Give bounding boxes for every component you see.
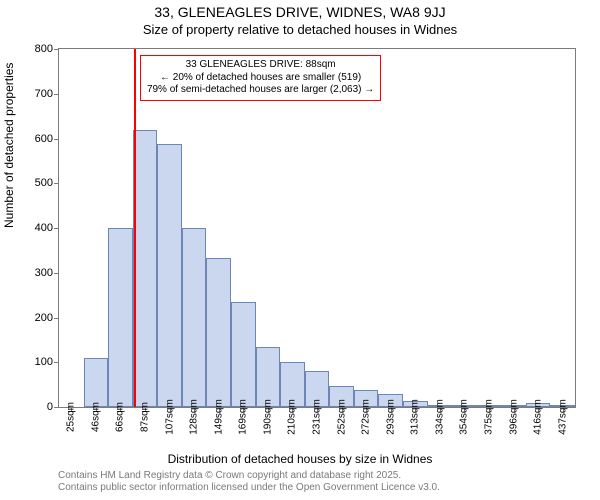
histogram-bar [256, 347, 281, 407]
xtick-label: 396sqm [508, 399, 519, 435]
ytick [54, 362, 59, 363]
chart-title: 33, GLENEAGLES DRIVE, WIDNES, WA8 9JJ Si… [0, 0, 600, 38]
xtick-label: 190sqm [262, 399, 273, 435]
xtick-label: 334sqm [434, 399, 445, 435]
ytick [54, 273, 59, 274]
histogram-bar [157, 144, 182, 407]
xtick-label: 107sqm [164, 399, 175, 435]
histogram-bar [133, 130, 158, 407]
xtick-label: 272sqm [361, 399, 372, 435]
xtick-label: 25sqm [66, 402, 77, 432]
xtick-label: 46sqm [90, 402, 101, 432]
ytick [54, 139, 59, 140]
footer-line1: Contains HM Land Registry data © Crown c… [58, 470, 440, 482]
title-line2: Size of property relative to detached ho… [0, 22, 600, 38]
xtick-label: 437sqm [557, 399, 568, 435]
ytick-label: 700 [23, 88, 53, 100]
xtick-label: 87sqm [140, 402, 151, 432]
ytick-label: 300 [23, 267, 53, 279]
xtick-label: 169sqm [238, 399, 249, 435]
histogram-bar [206, 258, 231, 407]
histogram-bar [231, 302, 256, 407]
ytick-label: 400 [23, 222, 53, 234]
xtick-label: 210sqm [287, 399, 298, 435]
xtick-label: 293sqm [385, 399, 396, 435]
ytick-label: 0 [23, 401, 53, 413]
xtick-label: 231sqm [312, 399, 323, 435]
footer-line2: Contains public sector information licen… [58, 482, 440, 494]
ytick [54, 94, 59, 95]
property-marker-line [134, 49, 136, 407]
xtick-label: 416sqm [533, 399, 544, 435]
ytick-label: 600 [23, 133, 53, 145]
footer-attribution: Contains HM Land Registry data © Crown c… [58, 470, 440, 494]
chart-container: 33, GLENEAGLES DRIVE, WIDNES, WA8 9JJ Si… [0, 0, 600, 500]
ytick-label: 800 [23, 43, 53, 55]
xtick-label: 128sqm [189, 399, 200, 435]
ytick-label: 200 [23, 312, 53, 324]
ytick-label: 500 [23, 177, 53, 189]
ytick [54, 318, 59, 319]
plot-area: 010020030040050060070080025sqm46sqm66sqm… [58, 48, 576, 408]
title-line1: 33, GLENEAGLES DRIVE, WIDNES, WA8 9JJ [0, 4, 600, 22]
annotation-line3: 79% of semi-detached houses are larger (… [147, 84, 374, 97]
annotation-box: 33 GLENEAGLES DRIVE: 88sqm← 20% of detac… [140, 55, 381, 101]
annotation-line2: ← 20% of detached houses are smaller (51… [147, 72, 374, 85]
xtick-label: 66sqm [115, 402, 126, 432]
xtick-label: 354sqm [459, 399, 470, 435]
xtick-label: 375sqm [484, 399, 495, 435]
x-axis-label: Distribution of detached houses by size … [0, 452, 600, 466]
ytick [54, 49, 59, 50]
ytick [54, 228, 59, 229]
ytick-label: 100 [23, 356, 53, 368]
annotation-line1: 33 GLENEAGLES DRIVE: 88sqm [147, 59, 374, 72]
histogram-bar [84, 358, 109, 407]
xtick-label: 149sqm [213, 399, 224, 435]
xtick-label: 252sqm [336, 399, 347, 435]
xtick-label: 313sqm [410, 399, 421, 435]
ytick [54, 407, 59, 408]
y-axis-label: Number of detached properties [2, 63, 16, 228]
ytick [54, 183, 59, 184]
histogram-bar [182, 228, 207, 407]
histogram-bar [108, 228, 133, 407]
